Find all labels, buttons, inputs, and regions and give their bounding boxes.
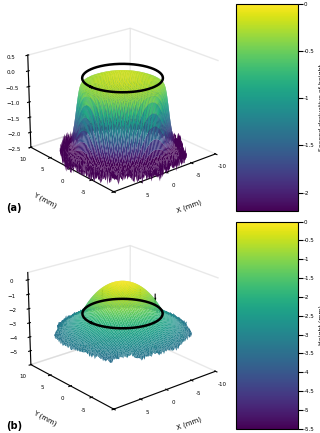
Y-axis label: Y (mm): Y (mm) bbox=[32, 409, 57, 427]
Y-axis label: Y (mm): Y (mm) bbox=[32, 192, 57, 210]
Text: (b): (b) bbox=[6, 421, 22, 431]
X-axis label: X (mm): X (mm) bbox=[175, 416, 202, 431]
Text: (a): (a) bbox=[6, 204, 21, 213]
Y-axis label: Second derivative of height: Second derivative of height bbox=[319, 65, 320, 151]
Y-axis label: Height (mm): Height (mm) bbox=[319, 305, 320, 345]
X-axis label: X (mm): X (mm) bbox=[175, 199, 202, 214]
